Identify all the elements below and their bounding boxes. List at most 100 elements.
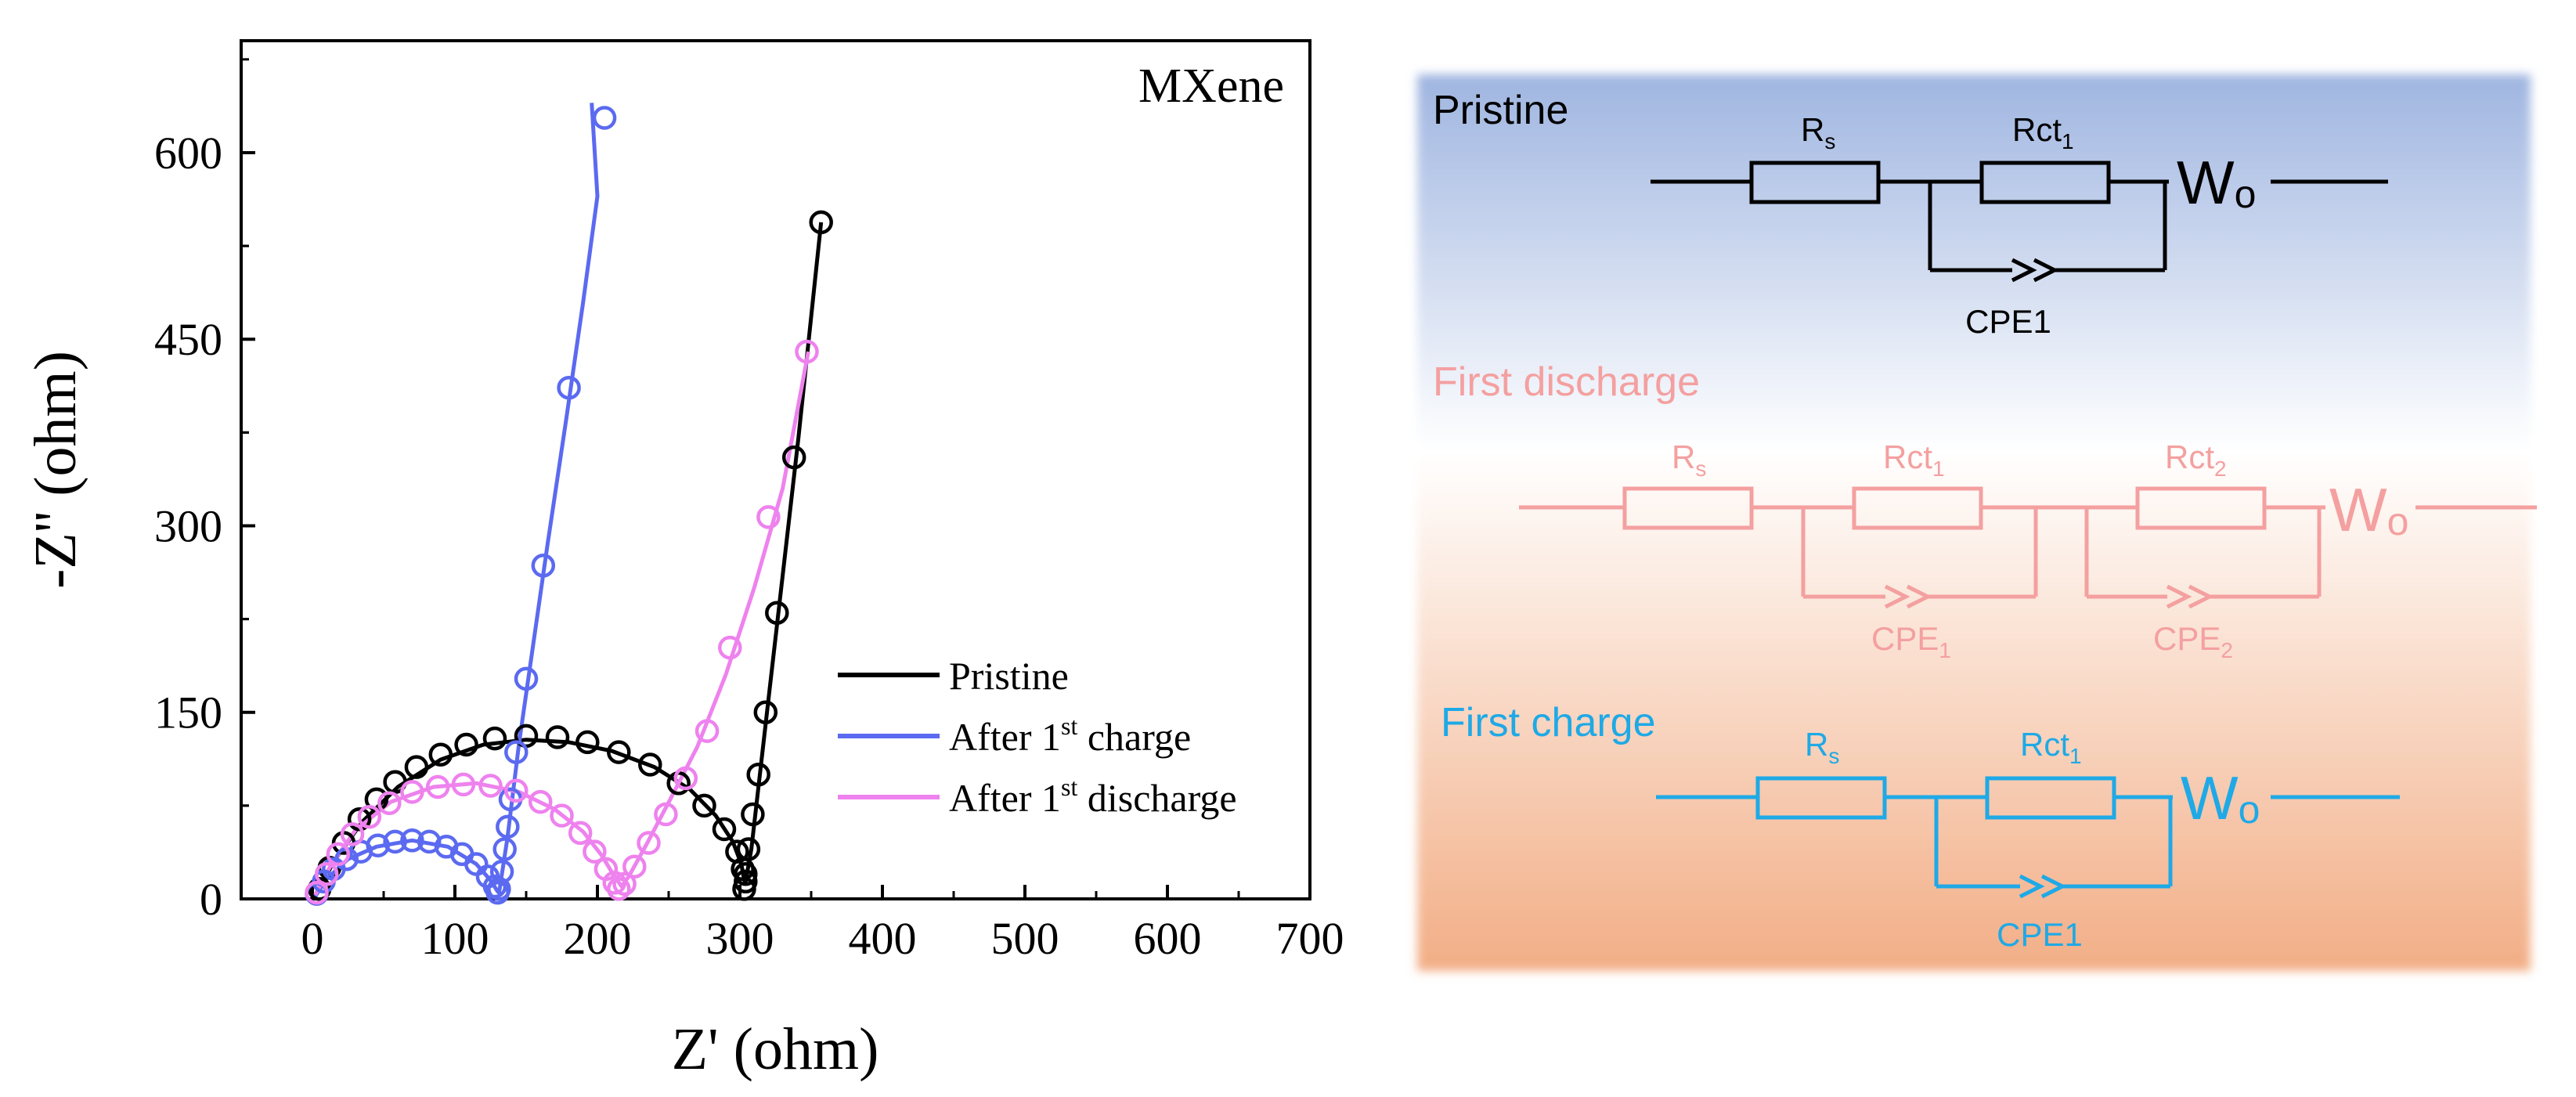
- label-rct1: Rct1: [1883, 438, 1945, 481]
- x-tick-label: 0: [301, 913, 324, 964]
- cpe1-symbol: [1884, 584, 1910, 609]
- equivalent-circuits-panel: Pristine Rs Rct1 CPE1 Wo First discharge: [1417, 74, 2537, 971]
- x-tick-label: 400: [849, 913, 917, 964]
- data-point-after-1st-discharge: [756, 505, 781, 529]
- data-point-pristine: [482, 726, 507, 751]
- data-point-pristine: [575, 730, 600, 755]
- circuit-discharge-title: First discharge: [1433, 359, 1700, 405]
- data-point-after-1st-charge: [487, 877, 511, 901]
- data-point-pristine: [732, 877, 756, 901]
- data-point-after-1st-discharge: [314, 861, 339, 886]
- label-rs: Rs: [1805, 726, 1839, 768]
- legend-label-after-1st-discharge: After 1st discharge: [949, 773, 1237, 820]
- data-point-after-1st-discharge: [654, 802, 678, 827]
- axis-ticks: 0 100 200 300 400 500 600 700 0 150 300 450 600: [154, 58, 1344, 964]
- data-point-after-1st-discharge: [340, 822, 365, 846]
- label-wo: Wo: [2329, 475, 2408, 544]
- y-tick-label: 150: [154, 687, 222, 738]
- fit-line-pristine: [313, 222, 824, 897]
- x-axis-label: Z' (ohm): [672, 1016, 879, 1082]
- data-point-after-1st-discharge: [504, 778, 529, 803]
- circuit-background: [1417, 74, 2531, 971]
- circuit-pristine-title: Pristine: [1433, 88, 1568, 133]
- data-point-pristine: [734, 861, 758, 886]
- label-cpe1: CPE1: [1871, 620, 1951, 662]
- data-point-pristine: [383, 770, 407, 794]
- label-cpe1: CPE1: [1997, 916, 2083, 953]
- data-point-after-1st-charge: [366, 833, 390, 857]
- data-point-pristine: [428, 742, 453, 767]
- cpe-symbol: [2019, 874, 2045, 899]
- data-point-after-1st-discharge: [612, 871, 637, 897]
- circuit-charge-title: First charge: [1441, 700, 1656, 745]
- data-point-after-1st-discharge: [425, 774, 450, 799]
- label-cpe1: CPE1: [1965, 303, 2051, 340]
- data-point-after-1st-discharge: [528, 789, 553, 814]
- plot-frame: [240, 39, 1311, 900]
- eis-nyquist-chart: 0 100 200 300 400 500 600 700 0 150 300 450 600 MXen…: [23, 39, 1344, 1082]
- data-point-after-1st-discharge: [377, 791, 402, 815]
- data-point-after-1st-discharge: [673, 766, 698, 791]
- data-point-pristine: [753, 700, 778, 724]
- data-point-after-1st-charge: [383, 829, 407, 854]
- data-point-pristine: [607, 740, 631, 764]
- data-point-after-1st-charge: [400, 828, 424, 853]
- data-point-after-1st-charge: [531, 554, 556, 578]
- data-point-after-1st-charge: [592, 106, 617, 130]
- circuit-first-discharge: First discharge Rs Rct1 Rct2 CPE1 CPE2 W…: [1433, 359, 2537, 662]
- fit-lines: [313, 103, 824, 898]
- data-point-after-1st-charge: [557, 375, 581, 400]
- label-wo: Wo: [2177, 148, 2256, 217]
- data-point-after-1st-discharge: [478, 774, 503, 798]
- data-point-pristine: [809, 210, 833, 235]
- data-point-after-1st-discharge: [607, 877, 631, 901]
- x-tick-label: 100: [421, 913, 489, 964]
- data-point-after-1st-discharge: [583, 839, 607, 864]
- data-point-after-1st-discharge: [568, 821, 593, 846]
- label-rct1: Rct1: [2020, 726, 2082, 768]
- circuit-pristine: Pristine Rs Rct1 CPE1 Wo: [1433, 88, 2388, 340]
- data-point-pristine: [741, 802, 765, 827]
- label-rct1: Rct1: [2012, 111, 2074, 153]
- cpe2-symbol: [2166, 584, 2192, 609]
- data-point-after-1st-charge: [514, 666, 539, 691]
- data-point-after-1st-discharge: [305, 880, 329, 905]
- data-point-pristine: [454, 732, 478, 757]
- label-rct2: Rct2: [2165, 438, 2227, 481]
- label-rs: Rs: [1672, 438, 1706, 481]
- legend-label-pristine: Pristine: [949, 654, 1069, 698]
- data-point-after-1st-discharge: [451, 772, 476, 797]
- data-point-after-1st-discharge: [637, 831, 661, 855]
- data-point-after-1st-discharge: [326, 842, 351, 867]
- y-tick-label: 0: [200, 874, 222, 925]
- legend-label-after-1st-charge: After 1st charge: [949, 712, 1191, 759]
- data-point-pristine: [781, 445, 806, 470]
- data-point-after-1st-charge: [496, 814, 520, 839]
- x-tick-label: 500: [991, 913, 1059, 964]
- data-point-after-1st-discharge: [622, 854, 647, 879]
- label-rs: Rs: [1801, 111, 1835, 153]
- data-point-pristine: [746, 762, 770, 787]
- cpe-symbol: [2011, 258, 2037, 283]
- data-point-after-1st-charge: [489, 859, 514, 884]
- y-tick-label: 450: [154, 314, 222, 365]
- data-point-after-1st-discharge: [718, 635, 742, 660]
- circuit-first-charge: First charge Rs Rct1 CPE1 Wo: [1441, 700, 2400, 953]
- data-point-pristine: [638, 752, 662, 777]
- x-tick-label: 600: [1134, 913, 1202, 964]
- x-tick-label: 700: [1276, 913, 1344, 964]
- chart-legend: Pristine After 1st charge After 1st discha…: [838, 654, 1237, 820]
- y-tick-label: 600: [154, 128, 222, 179]
- data-points: [305, 106, 833, 906]
- label-cpe2: CPE2: [2153, 620, 2233, 662]
- data-point-after-1st-discharge: [357, 804, 382, 829]
- y-tick-label: 300: [154, 500, 222, 551]
- data-point-after-1st-charge: [504, 740, 529, 764]
- chart-title: MXene: [1138, 60, 1284, 113]
- label-wo: Wo: [2181, 763, 2260, 832]
- data-point-pristine: [545, 725, 570, 749]
- data-point-pristine: [765, 601, 789, 625]
- data-point-after-1st-charge: [492, 837, 517, 861]
- data-point-after-1st-discharge: [795, 339, 819, 364]
- data-point-pristine: [692, 793, 716, 818]
